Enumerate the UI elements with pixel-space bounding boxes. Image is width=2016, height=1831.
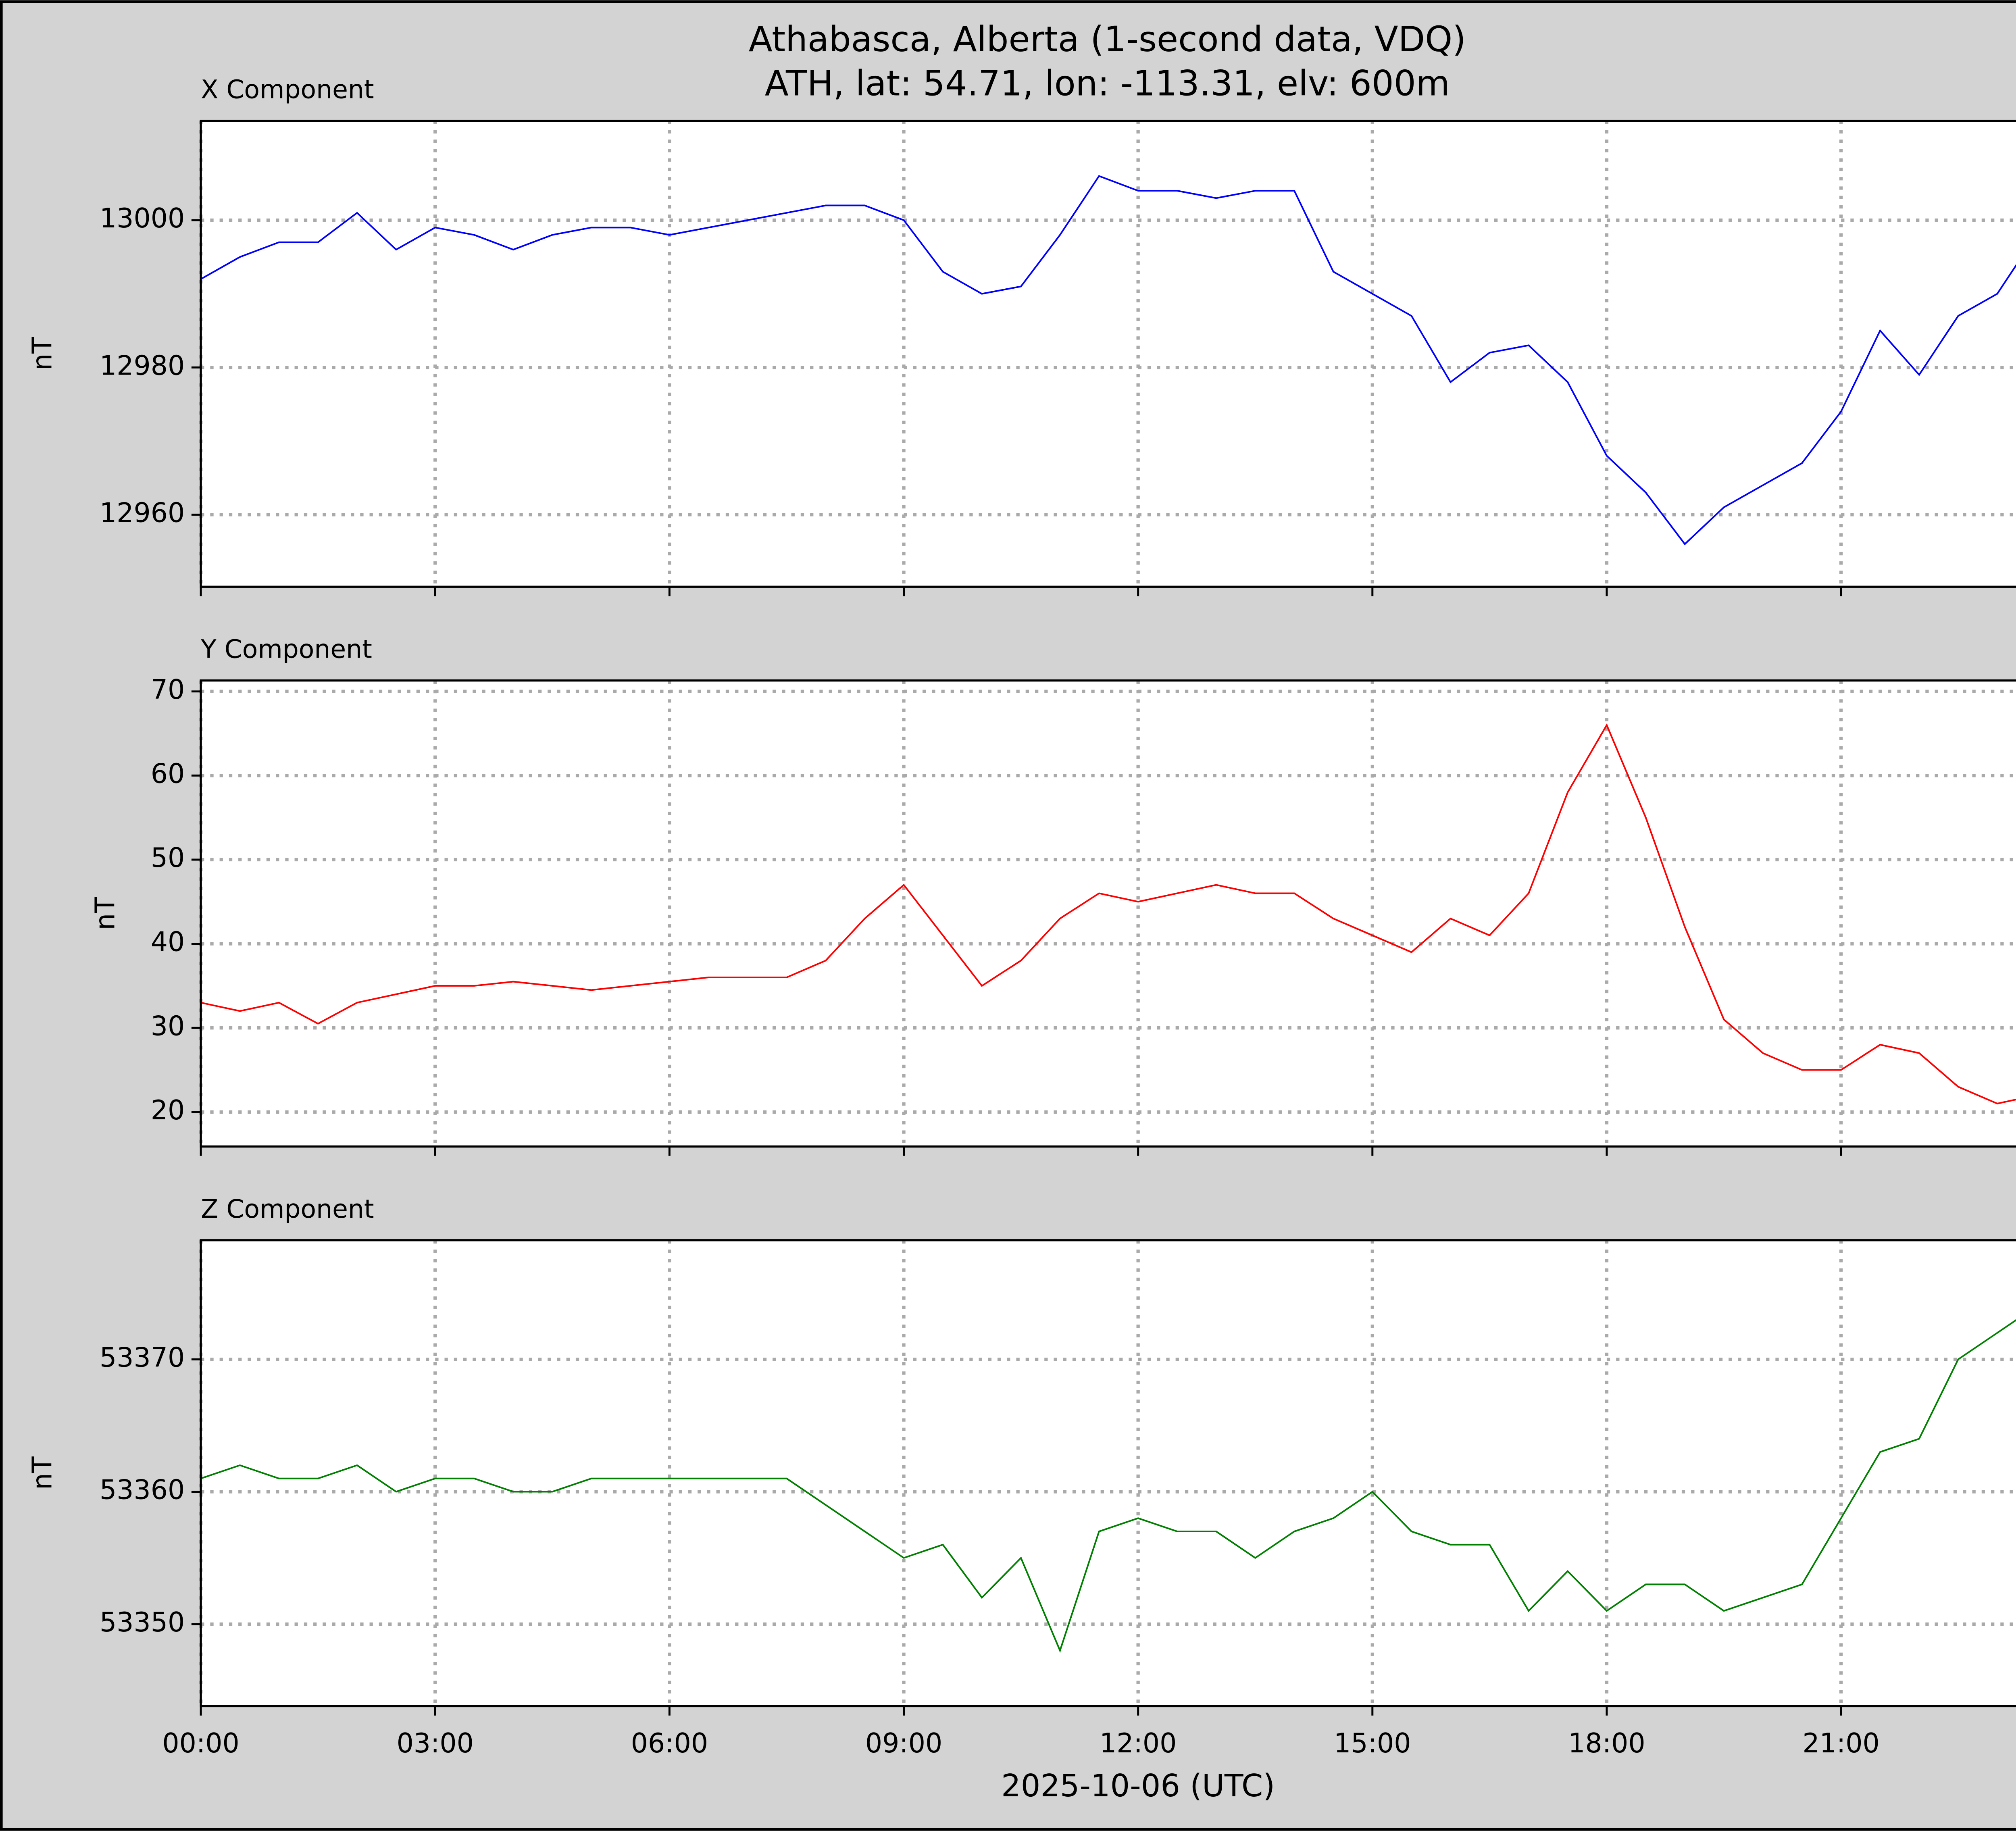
panel-title: Z Component xyxy=(201,1194,374,1224)
plot-frame xyxy=(200,1239,2016,1708)
x-tick-label: 21:00 xyxy=(1802,1727,1879,1759)
data-line xyxy=(200,175,2016,546)
plot-frame xyxy=(200,119,2016,588)
y-axis-label: nT xyxy=(27,337,58,371)
figure-subtitle: ATH, lat: 54.71, lon: -113.31, elv: 600m xyxy=(765,64,1450,104)
data-line xyxy=(200,723,2016,1105)
y-axis-label: nT xyxy=(90,897,121,930)
figure-title: Athabasca, Alberta (1-second data, VDQ) xyxy=(749,19,1466,60)
y-tick-label: 50 xyxy=(151,842,185,873)
x-axis-label: 2025-10-06 (UTC) xyxy=(1001,1768,1275,1804)
y-tick-label: 13000 xyxy=(100,202,185,234)
y-tick-label: 70 xyxy=(151,674,185,705)
y-tick-label: 12980 xyxy=(100,350,185,381)
x-tick-label: 15:00 xyxy=(1334,1727,1411,1759)
panel-title: Y Component xyxy=(200,634,372,664)
y-tick-label: 12960 xyxy=(100,497,185,528)
x-tick-label: 00:00 xyxy=(162,1727,239,1759)
y-tick-label: 53350 xyxy=(100,1606,185,1638)
y-axis-label: nT xyxy=(27,1456,58,1490)
y-tick-label: 53360 xyxy=(100,1474,185,1506)
plot-area xyxy=(201,680,2016,1147)
y-tick-label: 60 xyxy=(151,758,185,789)
x-tick-label: 09:00 xyxy=(865,1727,942,1759)
data-line xyxy=(200,1319,2016,1653)
y-tick-label: 20 xyxy=(151,1094,185,1126)
plot-area xyxy=(201,1240,2016,1706)
plot-area xyxy=(201,121,2016,587)
y-tick-label: 30 xyxy=(151,1010,185,1042)
panel-title: X Component xyxy=(201,75,374,104)
plot-frame xyxy=(200,679,2016,1148)
x-tick-label: 06:00 xyxy=(631,1727,708,1759)
x-tick-label: 18:00 xyxy=(1568,1727,1645,1759)
y-tick-label: 40 xyxy=(151,926,185,958)
y-tick-label: 53370 xyxy=(100,1341,185,1373)
x-tick-label: 03:00 xyxy=(397,1727,474,1759)
x-tick-label: 12:00 xyxy=(1100,1727,1177,1759)
